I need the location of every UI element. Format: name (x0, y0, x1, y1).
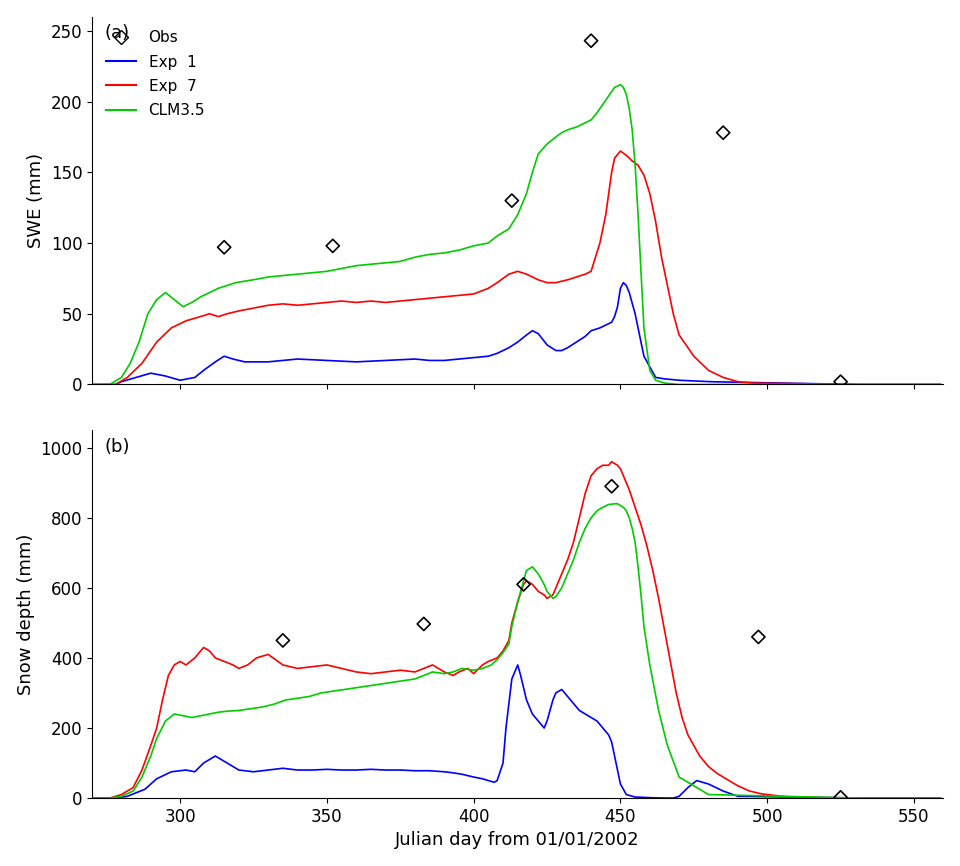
Point (276, 634, 291, 648)
Point (833, 375, 849, 389)
Y-axis label: SWE (mm): SWE (mm) (27, 153, 45, 249)
X-axis label: Julian day from 01/01/2002: Julian day from 01/01/2002 (396, 831, 640, 850)
Point (516, 578, 531, 591)
Point (751, 630, 766, 643)
Text: (a): (a) (105, 24, 130, 42)
Point (715, 126, 731, 139)
Point (833, 791, 849, 805)
Point (217, 241, 232, 255)
Y-axis label: Snow depth (mm): Snow depth (mm) (16, 533, 35, 695)
Point (325, 239, 341, 253)
Text: (b): (b) (105, 437, 131, 456)
Point (584, 34, 599, 48)
Point (504, 194, 519, 208)
Point (416, 617, 431, 630)
Point (604, 480, 619, 494)
Legend: Obs, Exp  1, Exp  7, CLM3.5: Obs, Exp 1, Exp 7, CLM3.5 (100, 24, 211, 124)
